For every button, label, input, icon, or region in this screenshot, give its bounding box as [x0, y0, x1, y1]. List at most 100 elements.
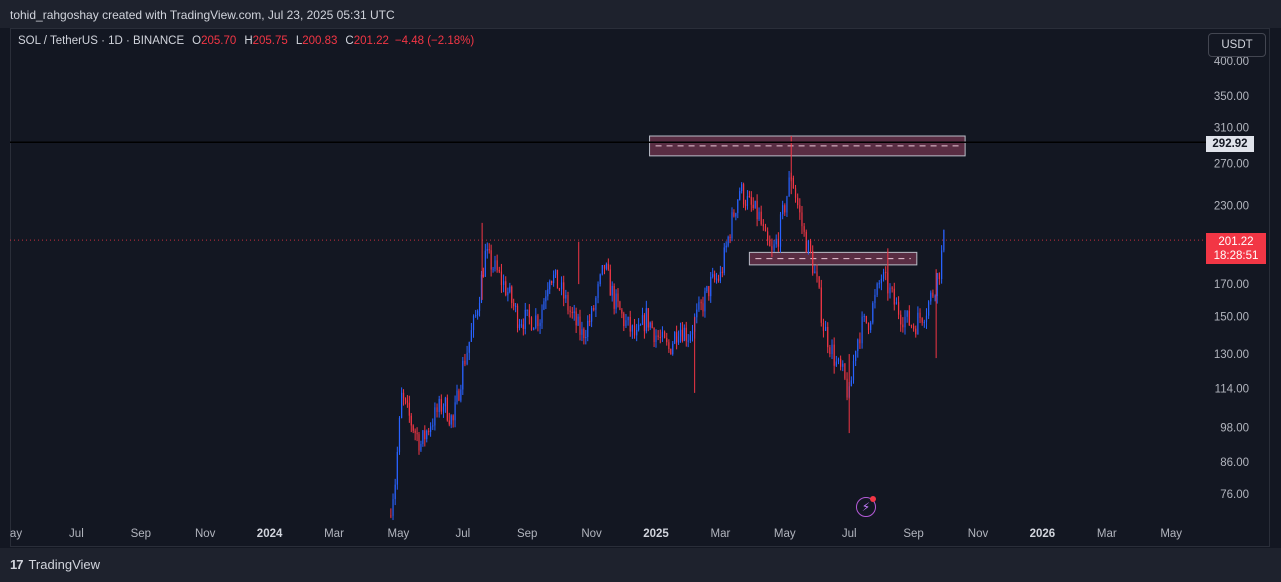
y-tick-label: 98.00	[1220, 423, 1249, 435]
candle-body	[928, 301, 930, 316]
candle-body	[784, 205, 786, 213]
candle-body	[936, 273, 938, 297]
candle-body	[438, 398, 440, 413]
candle-body	[679, 329, 682, 337]
candle-body	[565, 294, 567, 299]
candle-body	[553, 274, 555, 283]
candle-body	[583, 329, 585, 339]
candle-body	[677, 336, 680, 343]
candle-body	[516, 305, 519, 329]
candle-body	[715, 278, 718, 280]
candle-body	[440, 398, 442, 412]
lightning-icon[interactable]: ⚡	[856, 497, 876, 517]
candle-body	[885, 271, 887, 273]
candle-body	[859, 339, 861, 344]
candle-body	[430, 426, 432, 432]
candle-body	[456, 390, 458, 403]
candle-body	[636, 330, 638, 336]
candle-body	[676, 332, 678, 343]
candle-body	[498, 270, 500, 272]
candle-body	[533, 327, 535, 331]
attribution-text: tohid_rahgoshay created with TradingView…	[10, 8, 395, 22]
candle-body	[482, 274, 485, 277]
footer-bar: 17 TradingView	[0, 548, 1281, 582]
candle-body	[733, 212, 735, 217]
upper-resistance-zone	[649, 135, 966, 157]
candle-body	[472, 315, 475, 331]
candle-body	[464, 360, 466, 365]
candle-body	[779, 214, 782, 247]
candle-body	[410, 415, 412, 426]
candle-body	[735, 213, 737, 217]
candle-body	[414, 430, 416, 433]
candle-body	[941, 250, 943, 280]
candle-body	[812, 251, 814, 274]
candle-body	[470, 330, 472, 342]
candle-body	[599, 274, 601, 285]
candle-body	[611, 285, 613, 296]
bar-countdown: 18:28:51	[1213, 249, 1259, 262]
candle-body	[560, 282, 563, 290]
candle-body	[748, 196, 750, 198]
candle-body	[619, 301, 621, 310]
y-tick-label: 150.00	[1214, 312, 1249, 324]
candle-body	[494, 260, 496, 269]
x-tick-label: 2025	[643, 528, 669, 540]
candle-body	[696, 309, 698, 318]
x-tick-label: May	[774, 528, 796, 540]
candle-body	[420, 443, 422, 451]
candle-body	[685, 327, 687, 341]
candle-body	[639, 324, 642, 326]
candle-body	[579, 316, 581, 335]
candle-body	[861, 316, 863, 344]
candle-body	[689, 334, 691, 341]
candle-body	[643, 315, 646, 332]
candle-body	[478, 302, 481, 311]
candle-body	[615, 293, 617, 309]
brand[interactable]: 17 TradingView	[10, 557, 100, 572]
currency-button[interactable]: USDT	[1208, 33, 1266, 57]
candle-body	[408, 402, 410, 416]
candle-body	[842, 363, 844, 367]
symbol-label[interactable]: SOL / TetherUS · 1D · BINANCE	[18, 35, 185, 47]
candle-body	[585, 336, 587, 339]
candle-body	[725, 245, 727, 248]
candle-body	[900, 314, 902, 325]
candle-body	[904, 316, 906, 328]
candle-body	[700, 301, 702, 304]
y-tick-label: 130.00	[1214, 349, 1249, 361]
candle-body	[702, 303, 704, 312]
candle-body	[502, 281, 505, 285]
candle-body	[882, 271, 885, 279]
candle-body	[844, 363, 846, 379]
candle-body	[932, 292, 934, 297]
x-axis: ay Jul Sep Nov 2024 Mar May Jul Sep Nov 2025 Mar May…	[10, 528, 1182, 540]
candle-body	[446, 397, 448, 421]
candle-body	[777, 238, 779, 247]
candle-body	[545, 296, 547, 302]
candle-body	[737, 199, 739, 214]
candle-body	[760, 211, 762, 225]
candle-body	[507, 291, 509, 296]
last-price-value: 201.22	[1218, 235, 1254, 248]
candle-body	[563, 282, 565, 299]
candle-body	[739, 191, 741, 200]
x-tick-label: May	[1160, 528, 1182, 540]
candle-body	[788, 177, 790, 197]
x-tick-label: Jul	[69, 528, 84, 540]
candle-body	[537, 315, 539, 327]
candle-body	[549, 281, 551, 290]
candle-body	[645, 308, 647, 332]
candle-body	[670, 349, 672, 355]
candle-body	[897, 302, 900, 315]
x-tick-label: 2026	[1030, 528, 1056, 540]
candle-body	[792, 177, 794, 189]
candle-body	[938, 273, 940, 280]
candle-body	[865, 315, 867, 323]
candle-body	[625, 320, 627, 327]
candle-body	[396, 451, 398, 485]
candle-body	[893, 288, 895, 305]
candle-body	[605, 263, 608, 269]
candle-body	[698, 301, 700, 310]
